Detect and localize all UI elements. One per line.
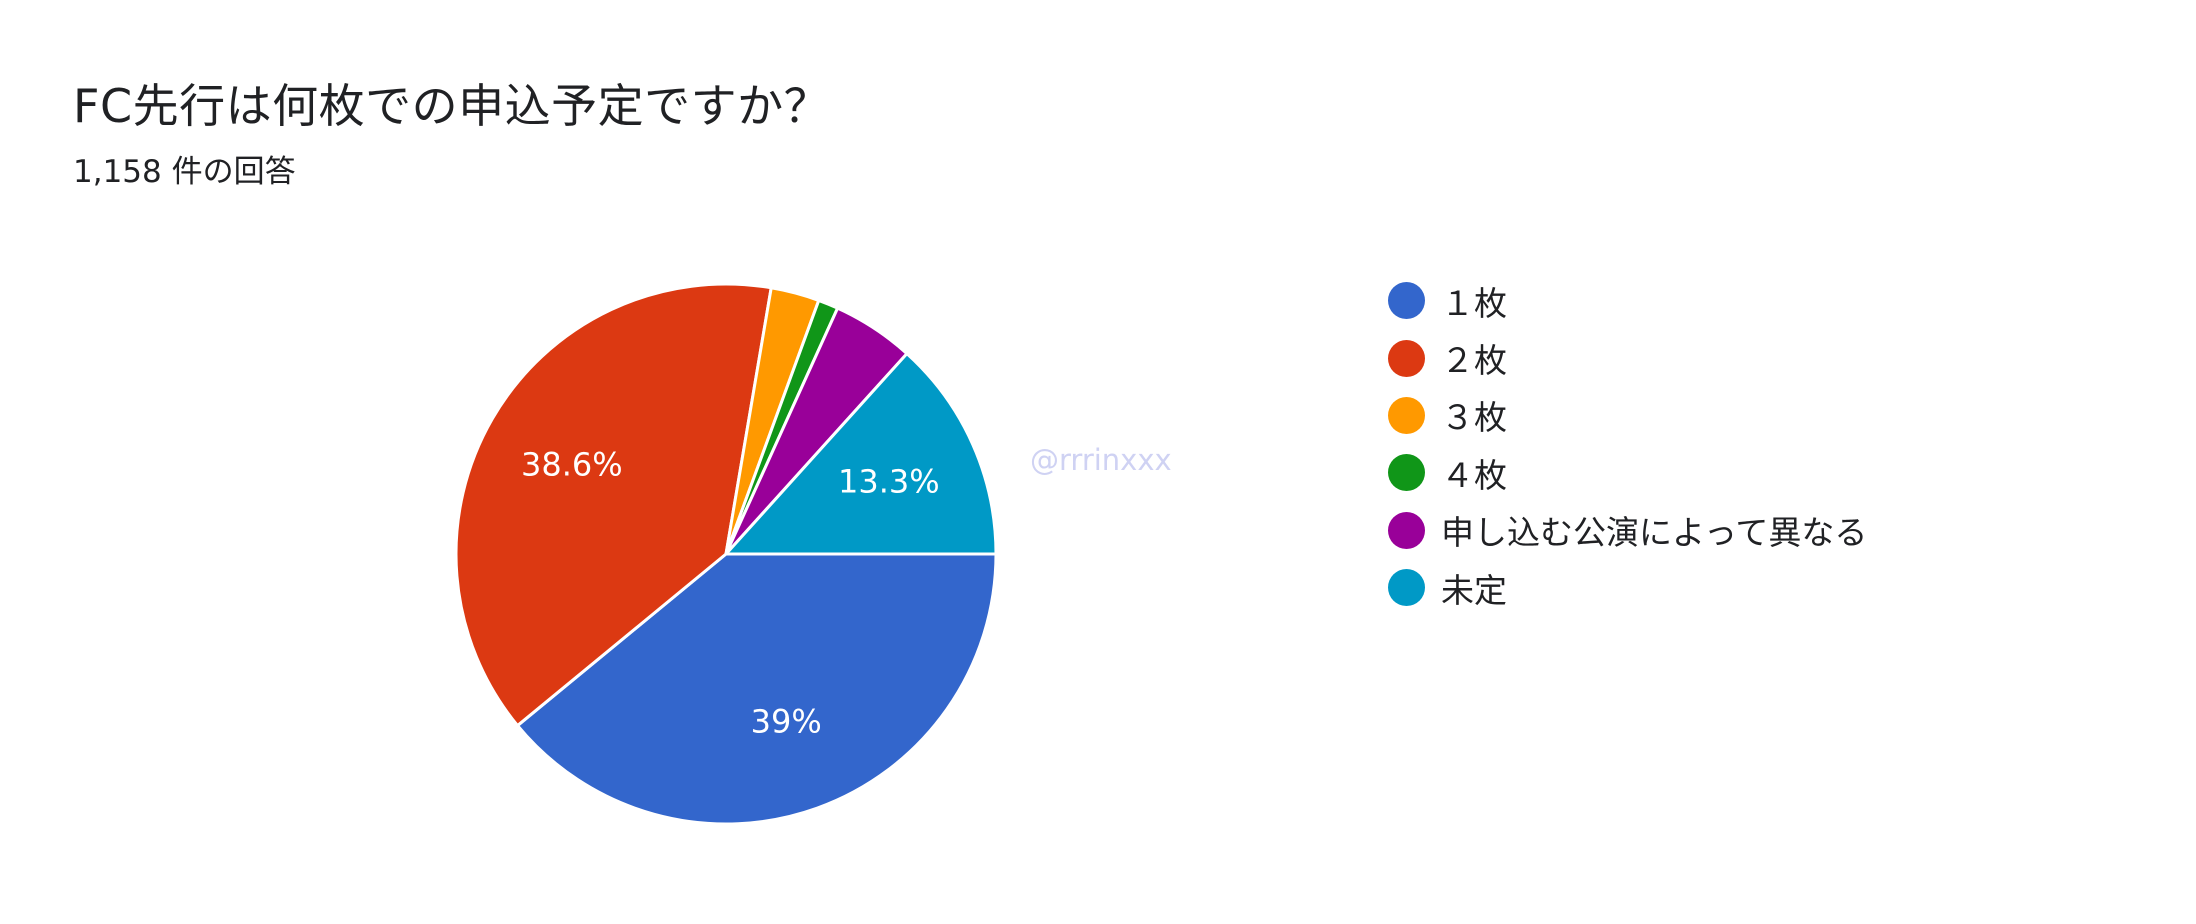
legend-swatch — [1388, 339, 1425, 377]
slice-label: 39% — [751, 703, 822, 741]
legend-item[interactable]: ３枚 — [1388, 387, 1867, 444]
legend-swatch — [1388, 282, 1425, 320]
chart-title: FC先行は何枚での申込予定ですか？ — [73, 79, 831, 133]
legend-swatch — [1388, 569, 1425, 607]
legend-swatch — [1388, 454, 1425, 492]
legend-swatch — [1388, 396, 1425, 434]
response-count: 1,158 件の回答 — [73, 154, 296, 190]
legend-label: ３枚 — [1441, 398, 1507, 438]
legend-label: 申し込む公演によって異なる — [1441, 513, 1868, 553]
pie-slice[interactable] — [722, 351, 998, 556]
legend-label: １枚 — [1441, 283, 1507, 323]
watermark: @rrrinxxx — [1030, 443, 1172, 477]
legend-item[interactable]: １枚 — [1388, 272, 1867, 329]
legend-item[interactable]: ４枚 — [1388, 444, 1867, 501]
legend-label: ４枚 — [1441, 455, 1507, 495]
legend: １枚 ２枚 ３枚 ４枚 申し込む公演によって異なる 未定 — [1388, 272, 1867, 616]
legend-swatch — [1388, 511, 1425, 549]
legend-item[interactable]: 未定 — [1388, 559, 1867, 616]
legend-label: ２枚 — [1441, 341, 1507, 381]
pie-slice[interactable] — [454, 282, 773, 728]
slice-label: 13.3% — [838, 463, 940, 501]
legend-item[interactable]: 申し込む公演によって異なる — [1388, 502, 1867, 559]
pie-slice[interactable] — [515, 552, 998, 826]
legend-item[interactable]: ２枚 — [1388, 329, 1867, 386]
legend-label: 未定 — [1441, 570, 1507, 610]
slice-label: 38.6% — [521, 446, 623, 484]
